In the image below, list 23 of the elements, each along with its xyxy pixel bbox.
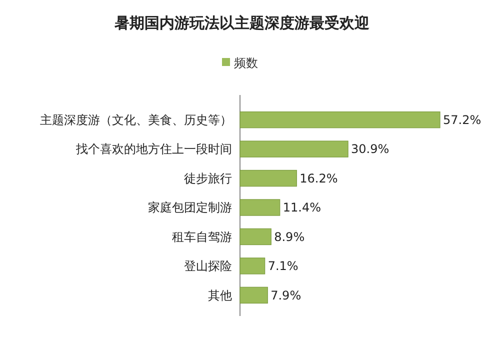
bar (240, 228, 272, 246)
bar (240, 111, 440, 128)
bar (240, 286, 268, 304)
data-label: 16.2% (300, 171, 338, 186)
y-tick-label: 租车自驾游 (172, 230, 232, 244)
data-label: 8.9% (274, 230, 305, 244)
legend-label: 频数 (234, 56, 258, 70)
chart-title: 暑期国内游玩法以主题深度游最受欢迎 (114, 14, 370, 32)
y-tick-label: 徒步旅行 (184, 171, 232, 186)
bar (240, 199, 280, 216)
data-label: 7.9% (270, 288, 302, 302)
bar (240, 140, 348, 158)
y-tick-label: 主题深度游（文化、美食、历史等） (40, 113, 232, 128)
data-label: 7.1% (268, 259, 298, 274)
bar (240, 258, 266, 274)
data-label: 57.2% (443, 113, 482, 128)
y-tick-label: 其他 (208, 288, 232, 302)
data-label: 30.9% (351, 142, 390, 156)
y-tick-label: 找个喜欢的地方住上一段时间 (75, 142, 232, 156)
y-tick-label: 家庭包团定制游 (148, 200, 232, 215)
data-label: 11.4% (282, 200, 321, 215)
y-tick-label: 登山探险 (184, 259, 232, 274)
bar (240, 170, 297, 187)
